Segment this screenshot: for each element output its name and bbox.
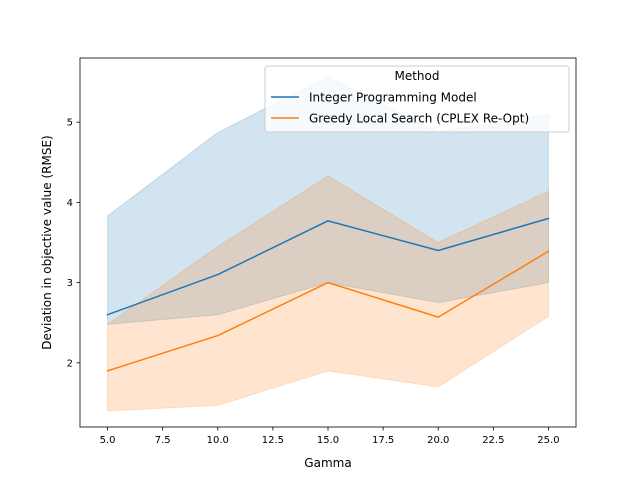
x-tick-label: 20.0 xyxy=(427,435,449,446)
series-lines xyxy=(106,217,550,372)
x-axis-ticks: 5.0 7.5 10.0 12.5 15.0 17.5 20.0 22.5 25.0 xyxy=(100,427,560,446)
legend-title: Method xyxy=(394,69,439,83)
x-tick-label: 7.5 xyxy=(155,435,171,446)
confidence-band-2 xyxy=(107,175,549,412)
legend-box xyxy=(264,65,570,133)
legend: Method Integer Programming Model Greedy L… xyxy=(264,65,570,133)
x-tick-label: 15.0 xyxy=(317,435,339,446)
y-tick-label: 5 xyxy=(67,118,73,129)
y-tick-label: 3 xyxy=(67,278,73,289)
series-line-1 xyxy=(106,217,550,316)
x-tick-label: 10.0 xyxy=(207,435,229,446)
y-axis-ticks: 2 3 4 5 xyxy=(67,118,80,369)
y-axis-label: Deviation in objective value (RMSE) xyxy=(40,135,54,349)
x-tick-label: 22.5 xyxy=(482,435,504,446)
x-tick-label: 17.5 xyxy=(372,435,394,446)
y-tick-label: 4 xyxy=(67,198,73,209)
legend-entry-1: Integer Programming Model xyxy=(309,91,477,105)
x-tick-label: 5.0 xyxy=(100,435,116,446)
legend-entry-2: Greedy Local Search (CPLEX Re-Opt) xyxy=(309,112,529,126)
x-tick-label: 25.0 xyxy=(537,435,559,446)
x-tick-label: 12.5 xyxy=(262,435,284,446)
x-axis-label: Gamma xyxy=(304,456,351,470)
series-line-2 xyxy=(106,250,550,372)
y-tick-label: 2 xyxy=(67,358,73,369)
confidence-bands xyxy=(107,75,549,412)
